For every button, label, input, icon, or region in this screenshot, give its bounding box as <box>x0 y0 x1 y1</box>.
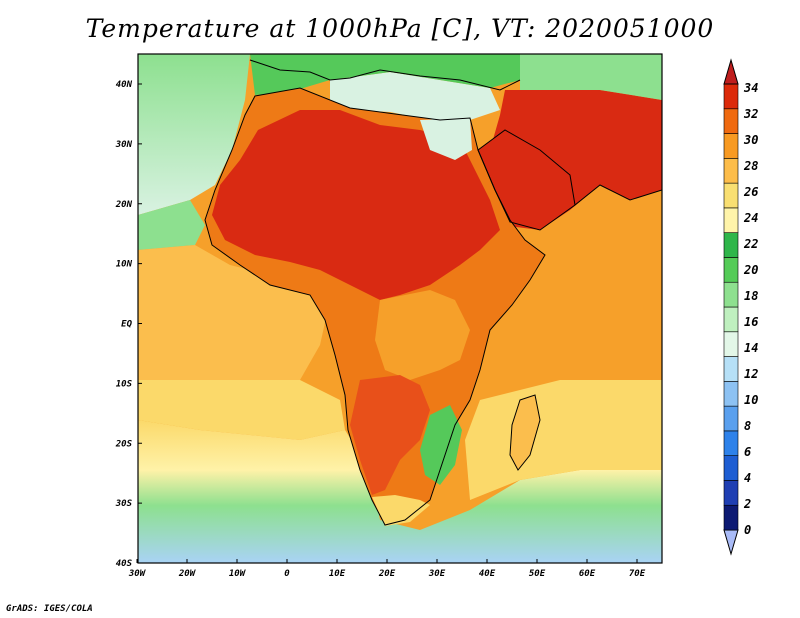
colorbar-box <box>723 504 739 531</box>
lat-label: 40S <box>116 559 133 569</box>
colorbar-label: 14 <box>744 341 758 355</box>
lat-label: 30S <box>115 499 133 509</box>
colorbar-label: 32 <box>743 107 758 121</box>
colorbar-label: 18 <box>744 289 758 303</box>
lon-label: 10W <box>229 569 247 579</box>
grads-credit: GrADS: IGES/COLA <box>6 604 93 614</box>
madagascar-field <box>510 395 540 470</box>
southern-tip-yellow <box>372 495 430 526</box>
colorbar-box <box>723 381 739 407</box>
colorbar-label: 24 <box>743 211 758 225</box>
colorbar-label: 30 <box>743 133 758 147</box>
atlantic-cool-band <box>138 200 205 250</box>
lat-label: 40N <box>116 80 133 90</box>
colorbar-label: 8 <box>744 419 751 433</box>
mediterranean-field <box>330 72 500 120</box>
colorbar-box <box>723 182 739 209</box>
colorbar-label: 6 <box>744 445 751 459</box>
madagascar-coastline <box>509 394 541 471</box>
europe-green <box>250 54 520 95</box>
colorbar-box <box>723 133 739 159</box>
colorbar-box <box>723 257 739 283</box>
colorbar-box <box>723 455 739 481</box>
indian-ocean-yellow <box>465 380 662 500</box>
colorbar-box <box>723 108 739 134</box>
north-atlantic-field <box>138 54 250 215</box>
lon-label: 60E <box>579 569 596 579</box>
lon-label: 20W <box>178 569 197 579</box>
plot-frame <box>137 53 663 564</box>
sahara-heat <box>212 110 500 300</box>
colorbar-box <box>723 405 739 432</box>
lon-label: 50E <box>529 569 546 579</box>
central-africa-orange <box>375 290 470 380</box>
lon-label: 20E <box>378 569 396 579</box>
africa-coastline <box>204 87 546 526</box>
colorbar-box <box>723 430 739 456</box>
colorbar-box <box>723 306 739 333</box>
south-atlantic-yellow <box>138 380 345 440</box>
colorbar-min-triangle <box>723 529 739 556</box>
lon-label: 30W <box>128 569 147 579</box>
latitude-axis: 40N 30N 20N 10N EQ 10S 20S 30S 40S <box>115 80 142 569</box>
lat-label: 10N <box>116 260 133 270</box>
colorbar-box <box>723 480 739 506</box>
colorbar-label: 2 <box>743 497 751 511</box>
asia-coastline <box>574 184 662 206</box>
east-coast-green <box>420 405 462 485</box>
colorbar-label: 16 <box>744 315 758 329</box>
colorbar-label: 28 <box>743 159 758 173</box>
lat-label: 20S <box>115 439 133 449</box>
colorbar-label: 34 <box>743 81 758 95</box>
lon-label: 70E <box>629 569 646 579</box>
longitude-axis: 30W 20W 10W 0 10E 20E 30E 40E 50E 60E 70E <box>128 559 646 579</box>
lon-label: 40E <box>479 569 496 579</box>
lat-label: 20N <box>115 200 133 210</box>
asia-north-green <box>520 54 662 100</box>
lon-label: 0 <box>284 569 290 579</box>
colorbar-label: 20 <box>743 263 758 277</box>
colorbar-box <box>723 158 739 184</box>
colorbar-box <box>723 356 739 382</box>
colorbar-label: 10 <box>744 393 758 407</box>
colorbar-label: 26 <box>743 185 758 199</box>
lat-label: 10S <box>116 379 133 389</box>
colorbar-label: 4 <box>744 471 751 485</box>
map-title: Temperature at 1000hPa [C], VT: 20200510… <box>85 14 715 43</box>
coastlines <box>204 59 662 526</box>
egypt-cool <box>420 118 472 160</box>
colorbar-label: 22 <box>743 237 758 251</box>
colorbar-box <box>723 83 739 110</box>
colorbar-box <box>723 232 739 258</box>
lon-label: 10E <box>329 569 346 579</box>
colorbar-box <box>723 207 739 233</box>
lat-label: 30N <box>115 140 133 150</box>
colorbar-label: 12 <box>744 367 758 381</box>
southern-africa-red <box>350 375 430 495</box>
colorbar-box <box>723 281 739 308</box>
lon-label: 30E <box>428 569 446 579</box>
colorbar-max-triangle <box>723 58 739 85</box>
southern-ocean-field <box>138 420 662 563</box>
colorbar-label: 0 <box>744 523 751 537</box>
europe-coastline <box>249 59 521 91</box>
lat-label: EQ <box>121 320 132 330</box>
colorbar-box <box>723 331 739 357</box>
